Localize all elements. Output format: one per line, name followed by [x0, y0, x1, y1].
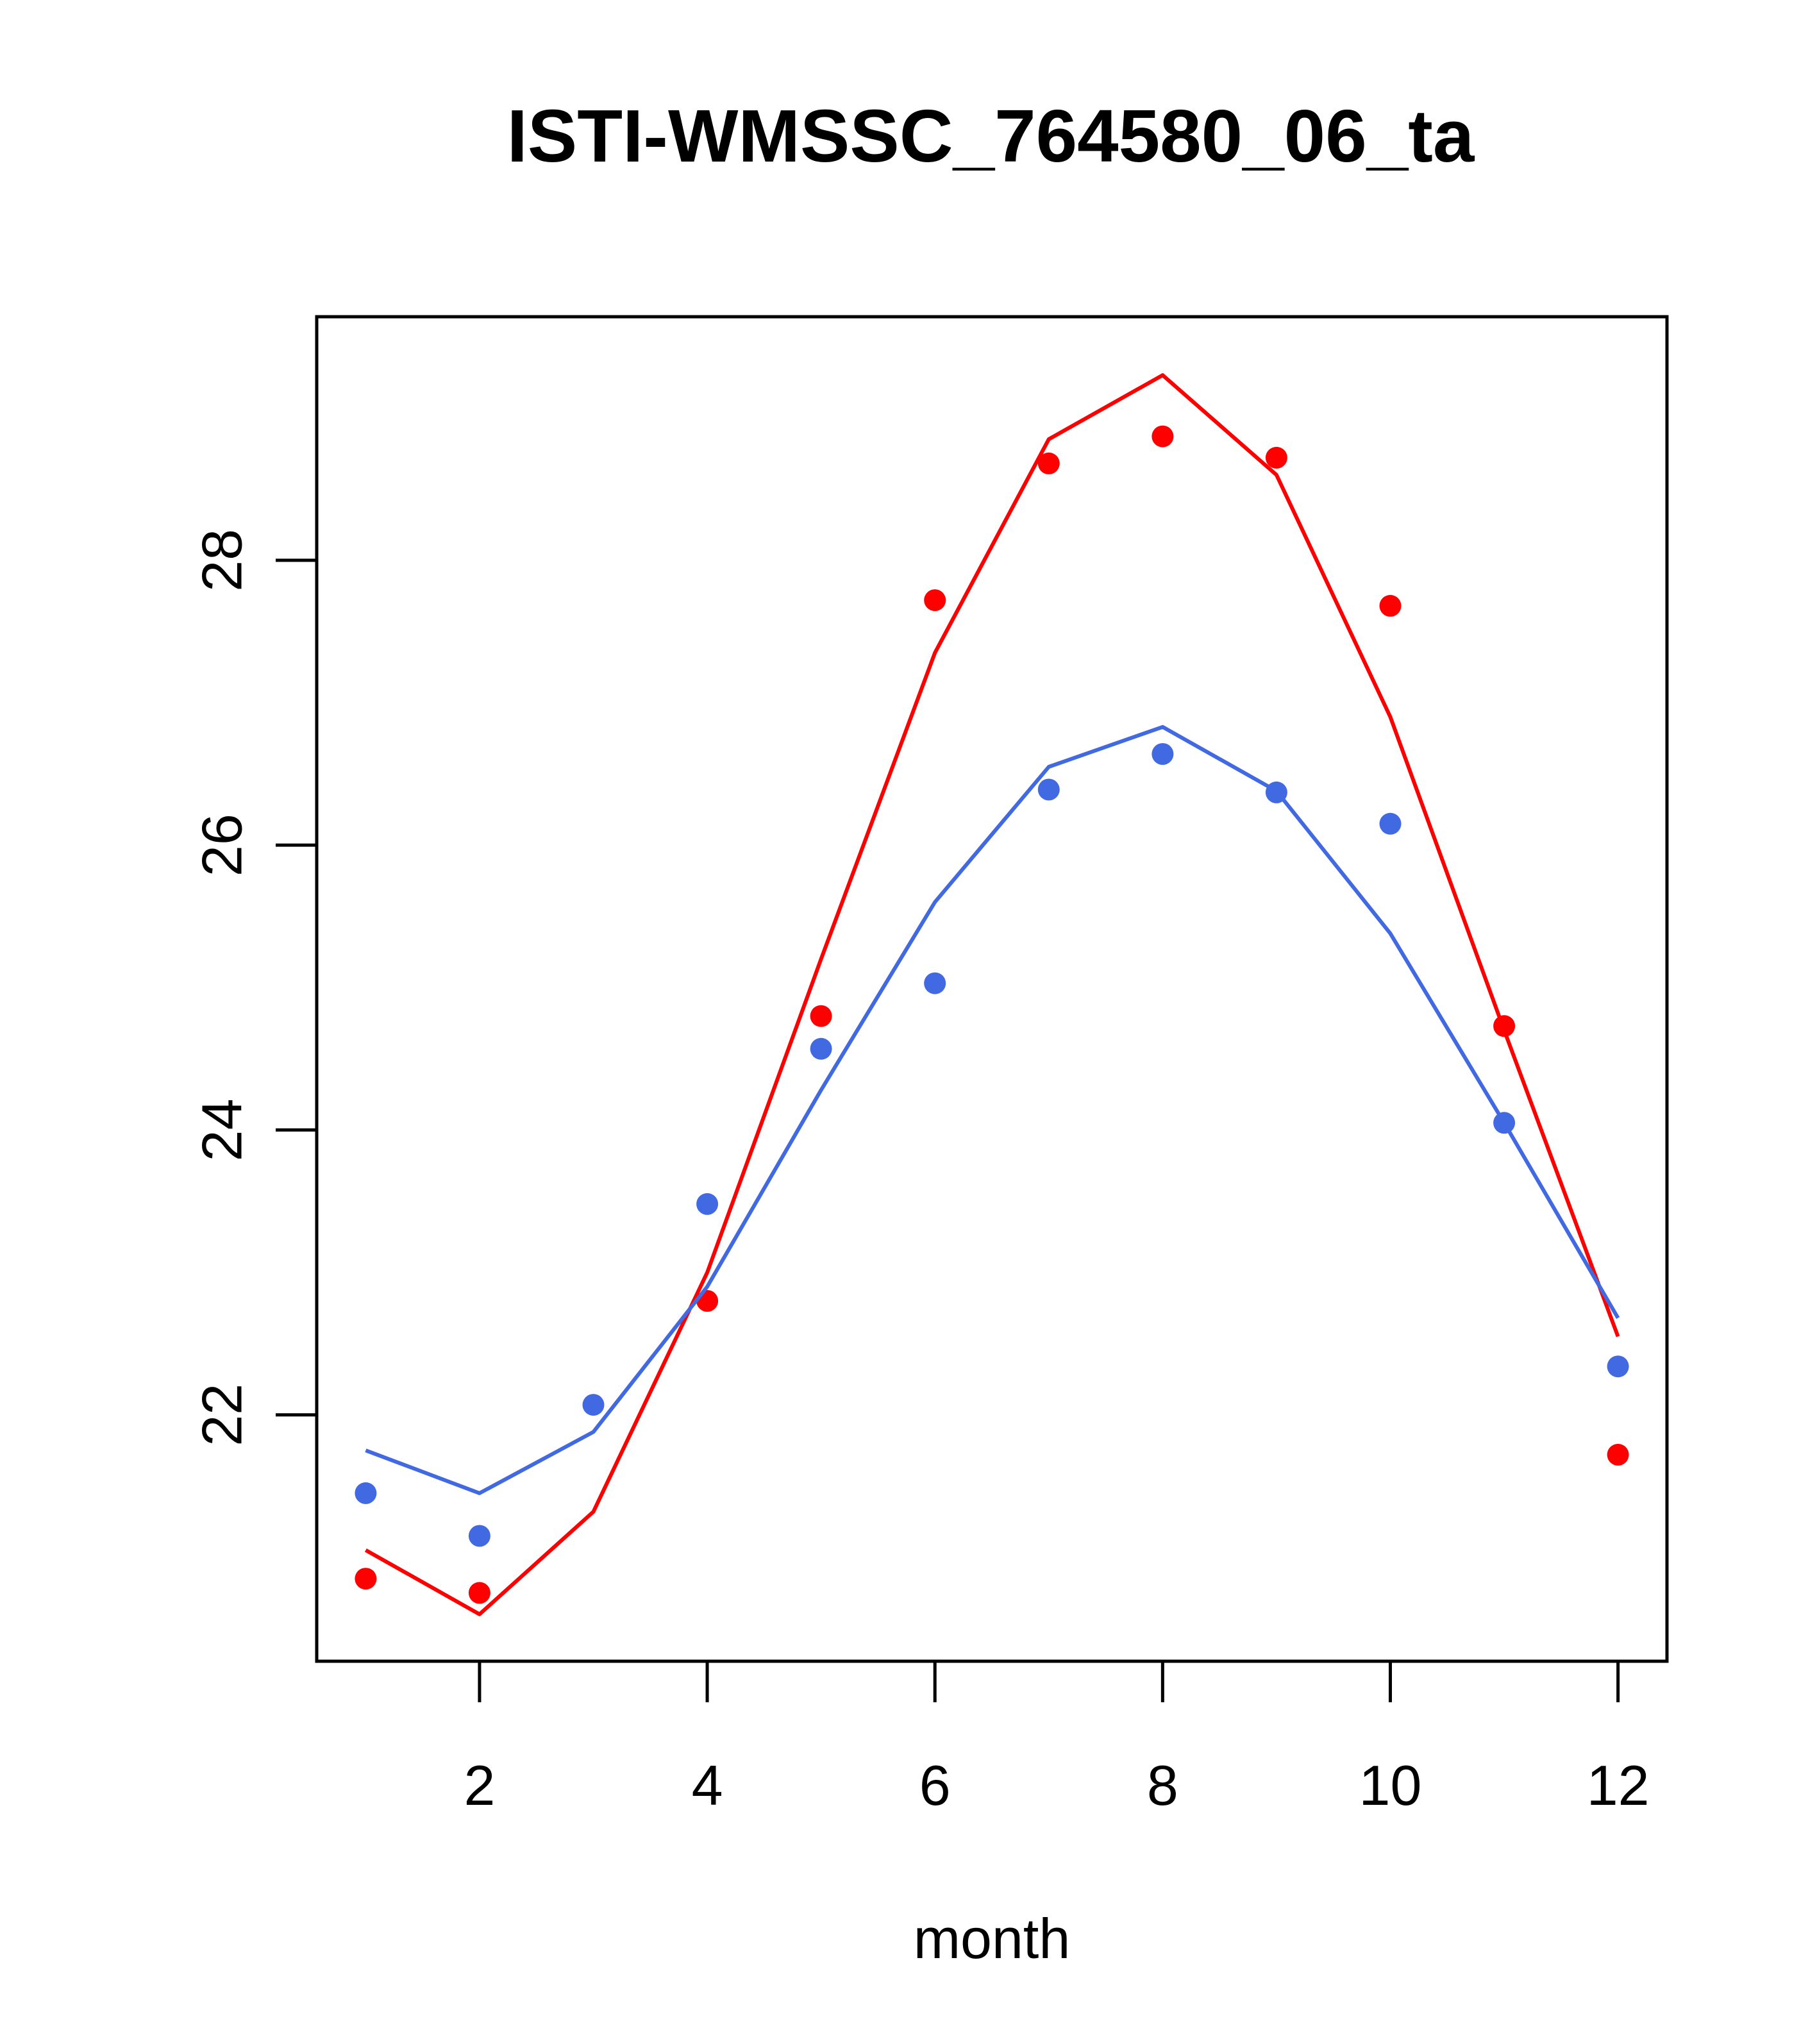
- series-layer: [355, 373, 1629, 1616]
- data-point: [582, 1394, 605, 1416]
- data-point: [1265, 446, 1287, 469]
- data-point: [1037, 778, 1060, 801]
- data-point: [1151, 743, 1174, 765]
- x-tick-label: 6: [919, 1754, 951, 1817]
- x-tick-label: 4: [692, 1754, 723, 1817]
- data-point: [355, 1482, 377, 1504]
- y-tick-label: 22: [190, 1384, 254, 1446]
- data-point: [1607, 1443, 1629, 1466]
- x-tick-label: 8: [1147, 1754, 1178, 1817]
- y-tick-label: 26: [190, 814, 254, 876]
- data-point: [696, 1290, 719, 1312]
- x-tick-label: 10: [1359, 1754, 1422, 1817]
- x-tick-label: 2: [464, 1754, 495, 1817]
- series-0-line: [364, 373, 1620, 1616]
- series-1-points: [355, 425, 1629, 1604]
- x-axis: 2 4 6 8 10 12: [464, 1659, 1650, 1817]
- data-point: [1379, 812, 1402, 835]
- data-point: [810, 1037, 832, 1060]
- data-point: [1493, 1015, 1516, 1037]
- plot-frame: [315, 315, 1669, 1663]
- data-point: [1037, 452, 1060, 474]
- data-point: [810, 1005, 832, 1027]
- data-point: [1493, 1112, 1516, 1134]
- chart-title: ISTI-WMSSC_764580_06_ta: [507, 94, 1475, 178]
- x-tick-label: 12: [1587, 1754, 1650, 1817]
- data-point: [696, 1193, 719, 1215]
- series-2-line: [365, 725, 1620, 1495]
- series-3-points: [355, 743, 1629, 1547]
- data-point: [355, 1568, 377, 1590]
- y-tick-label: 24: [190, 1098, 254, 1161]
- series-line: [364, 373, 1620, 1616]
- y-tick-label: 28: [190, 529, 254, 592]
- data-point: [924, 589, 946, 612]
- x-axis-label: month: [914, 1907, 1071, 1970]
- data-point: [1151, 425, 1174, 448]
- y-axis: 22 24 26 28: [190, 529, 319, 1446]
- data-point: [1607, 1355, 1629, 1378]
- data-point: [468, 1582, 490, 1604]
- data-point: [1265, 781, 1287, 803]
- data-point: [924, 972, 946, 994]
- data-point: [468, 1525, 490, 1547]
- data-point: [1379, 594, 1402, 617]
- series-line: [365, 725, 1620, 1495]
